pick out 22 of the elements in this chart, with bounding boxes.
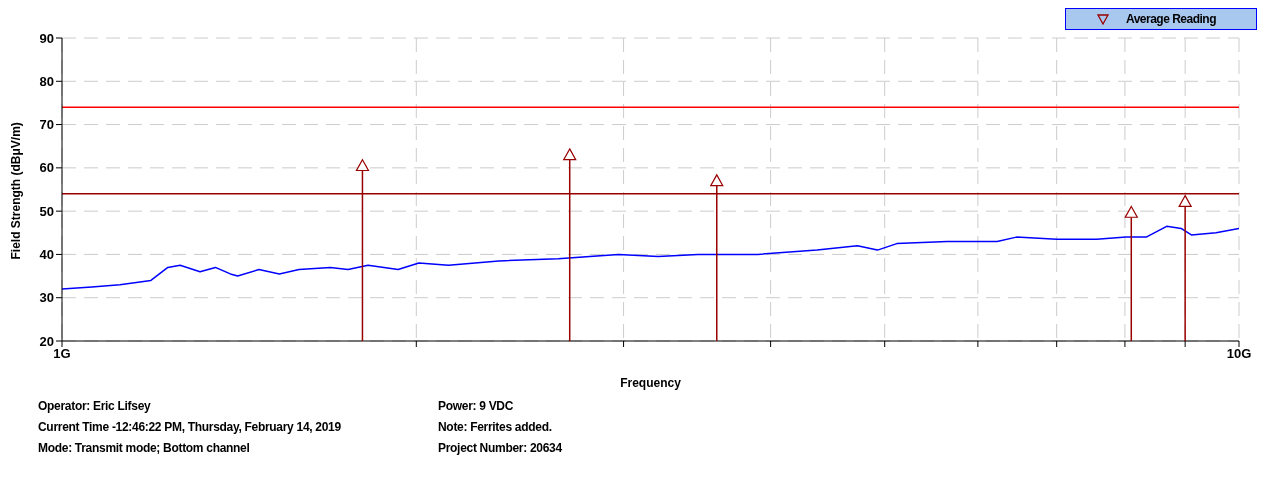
- y-tick-label: 60: [39, 160, 54, 176]
- text: Power: 9 VDC: [438, 399, 515, 415]
- x-tick-label: 1G: [53, 346, 71, 362]
- point: [1178, 195, 1192, 208]
- text: Current Time -12:46:22 PM, Thursday, February 14, 2019: [38, 420, 342, 436]
- y-tick-label: 30: [39, 290, 54, 306]
- x-tick-label: 10G: [1226, 346, 1252, 362]
- legend-label: Average Reading: [1125, 12, 1216, 26]
- y-tick-label: 20: [39, 333, 54, 349]
- y-tick-label: 70: [39, 117, 54, 133]
- y-axis-title: Field Strength (dBμV/m): [9, 122, 24, 260]
- y-tick-label: 90: [39, 30, 54, 46]
- text: Note: Ferrites added.: [438, 420, 553, 436]
- text: Mode: Transmit mode; Bottom channel: [38, 441, 251, 457]
- y-tick-label: 80: [39, 73, 54, 89]
- y-tick-label: 50: [39, 203, 54, 219]
- text: Project Number: 20634: [438, 441, 563, 457]
- x-axis-title: Frequency: [620, 376, 682, 390]
- point: [563, 148, 577, 161]
- y-tick-label: 40: [39, 247, 54, 263]
- point: [355, 159, 370, 172]
- text: Operator: Eric Lifsey: [38, 399, 152, 415]
